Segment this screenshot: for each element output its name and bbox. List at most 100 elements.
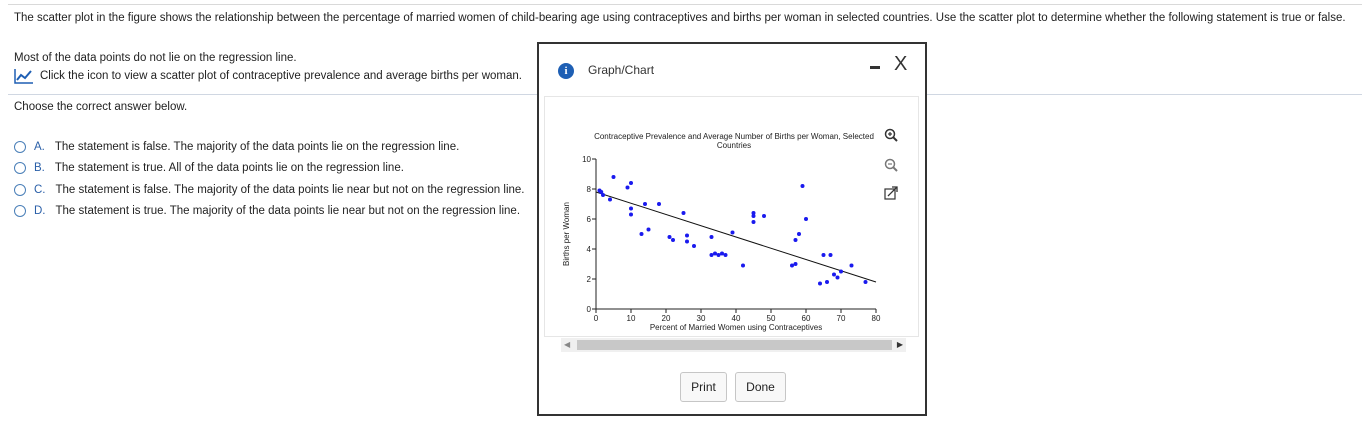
x-tick-label: 10 [627, 314, 636, 323]
option-text[interactable]: The statement is true. The majority of t… [55, 205, 521, 218]
regression-line [595, 191, 877, 283]
option-letter: A. [34, 140, 45, 153]
option-b[interactable]: B. The statement is true. All of the dat… [14, 158, 525, 180]
y-tick-label: 8 [587, 185, 592, 194]
info-icon: i [558, 63, 574, 79]
data-point [849, 263, 854, 268]
data-point [671, 238, 675, 242]
y-tick-label: 6 [587, 215, 592, 224]
top-rule [8, 4, 1362, 5]
chart-link-text[interactable]: Click the icon to view a scatter plot of… [40, 70, 522, 82]
dialog-header: i Graph/Chart X [539, 44, 925, 94]
data-point [839, 269, 843, 274]
y-tick-label: 0 [587, 305, 592, 314]
data-point [804, 217, 808, 221]
data-point [751, 220, 756, 224]
data-point [646, 227, 651, 232]
data-point [611, 175, 616, 179]
y-tick-label: 10 [582, 155, 591, 164]
data-point [625, 185, 630, 190]
expand-icon[interactable] [884, 186, 898, 200]
data-point [685, 239, 689, 244]
data-point [629, 181, 633, 185]
horizontal-scrollbar[interactable]: ◀ ▶ [561, 338, 906, 352]
scatter-plot: 0 2 4 6 8 10 0 10 20 30 40 50 60 70 80 Percent of Marri… [562, 155, 881, 332]
option-text[interactable]: The statement is false. The majority of … [55, 183, 525, 196]
question-text: The scatter plot in the figure shows the… [14, 12, 1346, 24]
x-tick-label: 0 [594, 314, 599, 323]
data-point [793, 238, 798, 242]
data-point [730, 230, 735, 235]
x-tick-label: 80 [872, 314, 881, 323]
option-d[interactable]: D. The statement is true. The majority o… [14, 201, 525, 223]
scroll-thumb[interactable] [577, 340, 892, 350]
data-point [790, 263, 794, 268]
minimize-button[interactable] [870, 66, 880, 69]
radio-c[interactable] [14, 183, 26, 196]
radio-a[interactable] [14, 140, 26, 153]
data-point [692, 244, 696, 248]
x-tick-label: 20 [662, 314, 671, 323]
close-button[interactable]: X [894, 53, 908, 75]
data-point [741, 263, 745, 268]
option-letter: C. [34, 183, 46, 196]
data-point [723, 253, 728, 257]
data-point [601, 193, 605, 197]
data-point [797, 232, 801, 236]
print-button[interactable]: Print [680, 372, 727, 402]
data-point [629, 212, 633, 217]
data-point [667, 235, 672, 239]
data-point [657, 202, 661, 206]
x-tick-label: 50 [767, 314, 776, 323]
chart-axes: 0 2 4 6 8 10 0 10 20 30 40 50 60 70 80 Percent of Marri… [562, 155, 881, 332]
x-tick-label: 30 [697, 314, 706, 323]
data-point [629, 206, 633, 211]
data-point [685, 233, 689, 238]
x-axis-title: Percent of Married Women using Contracep… [650, 323, 822, 332]
data-point [762, 214, 766, 218]
scroll-right-arrow-icon[interactable]: ▶ [896, 340, 903, 349]
data-point [751, 211, 756, 215]
x-tick-label: 70 [837, 314, 846, 323]
data-point [835, 275, 840, 280]
data-point [751, 214, 756, 218]
data-points [597, 175, 868, 286]
data-point [716, 253, 721, 257]
data-point [800, 184, 805, 188]
statement-text: Most of the data points do not lie on th… [14, 52, 297, 64]
data-point [832, 272, 836, 277]
chart-link-row[interactable]: Click the icon to view a scatter plot of… [14, 68, 522, 84]
chart-title: Contraceptive Prevalence and Average Num… [594, 132, 874, 150]
y-tick-label: 4 [587, 245, 592, 254]
data-point [599, 190, 604, 194]
zoom-in-icon[interactable] [884, 128, 898, 142]
y-tick-label: 2 [587, 275, 592, 284]
scroll-left-arrow-icon[interactable]: ◀ [564, 340, 571, 349]
data-point [818, 281, 822, 286]
data-point [821, 253, 826, 257]
data-point [709, 235, 714, 239]
zoom-out-icon[interactable] [884, 158, 898, 172]
data-point [639, 232, 644, 236]
dialog-title: Graph/Chart [588, 63, 655, 77]
data-point [643, 202, 647, 206]
data-point [608, 197, 612, 202]
x-tick-label: 40 [732, 314, 741, 323]
data-point [863, 280, 868, 284]
option-text[interactable]: The statement is false. The majority of … [54, 140, 460, 153]
option-letter: D. [34, 205, 46, 218]
option-a[interactable]: A. The statement is false. The majority … [14, 136, 525, 158]
line-chart-icon[interactable] [14, 68, 34, 84]
data-point [709, 253, 714, 257]
radio-d[interactable] [14, 205, 26, 218]
data-point [713, 251, 717, 256]
done-button[interactable]: Done [735, 372, 786, 402]
option-c[interactable]: C. The statement is false. The majority … [14, 179, 525, 201]
data-point [828, 253, 833, 257]
data-point [681, 211, 686, 215]
y-axis-title: Births per Woman [562, 202, 571, 266]
data-point [825, 280, 829, 284]
radio-b[interactable] [14, 162, 26, 175]
option-text[interactable]: The statement is true. All of the data p… [54, 162, 404, 175]
chart-panel [544, 96, 919, 337]
